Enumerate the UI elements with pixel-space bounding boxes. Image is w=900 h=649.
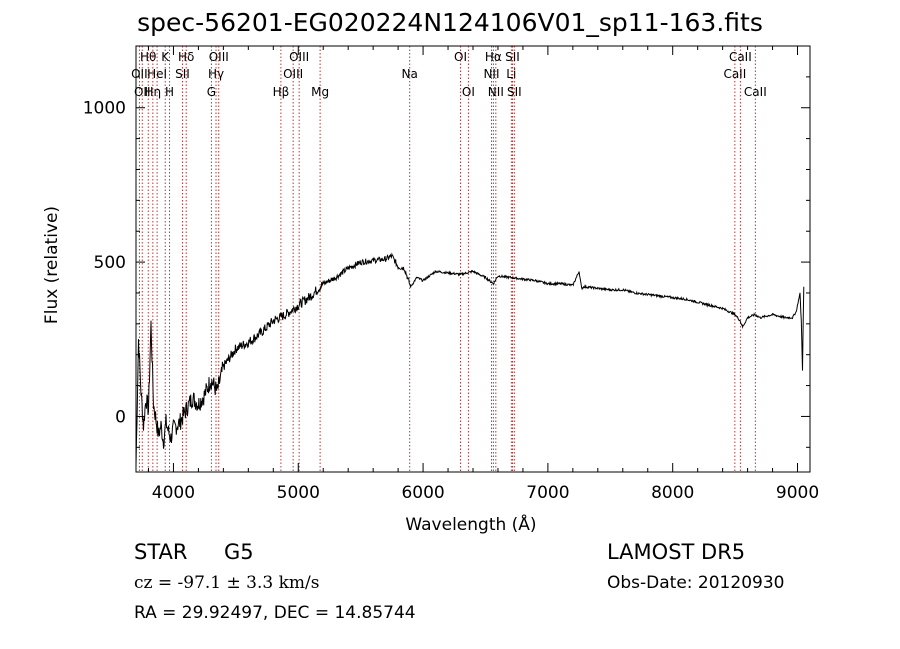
- line-label-10: Hγ: [208, 67, 224, 81]
- spectral-line-markers: [138, 46, 756, 472]
- plot-frame: [135, 45, 811, 473]
- y-tick-label: 500: [94, 253, 126, 273]
- line-label-16: Na: [402, 67, 418, 81]
- spectrum-line: [135, 252, 805, 467]
- line-label-17: OI: [454, 50, 467, 64]
- object-subclass: G5: [224, 540, 254, 564]
- line-label-22: Li: [506, 67, 516, 81]
- line-label-11: OIII: [209, 50, 229, 64]
- x-tick-label: 8000: [651, 483, 694, 503]
- x-axis-label: Wavelength (Å): [405, 513, 536, 535]
- line-label-23: SII: [505, 50, 520, 64]
- line-label-12: Hβ: [273, 85, 290, 99]
- x-tick-label: 6000: [401, 483, 444, 503]
- line-label-26: CaII: [729, 50, 752, 64]
- line-label-13: OIII: [283, 67, 303, 81]
- coordinates: RA = 29.92497, DEC = 14.85744: [134, 603, 416, 623]
- y-tick-label: 0: [115, 407, 126, 427]
- y-tick-label: 1000: [83, 99, 126, 119]
- line-label-8: Hδ: [178, 50, 194, 64]
- line-label-5: K: [161, 50, 170, 64]
- line-label-15: Mg: [311, 85, 329, 99]
- chart-title: spec-56201-EG020224N124106V01_sp11-163.f…: [137, 8, 763, 37]
- line-label-3: Hη: [145, 85, 162, 99]
- line-label-0: OII: [131, 67, 148, 81]
- line-label-9: G: [207, 85, 216, 99]
- line-label-24: SII: [507, 85, 522, 99]
- line-label-19: NII: [483, 67, 499, 81]
- line-label-18: OI: [462, 85, 475, 99]
- line-label-21: NII: [488, 85, 504, 99]
- line-label-14: OIII: [289, 50, 309, 64]
- x-tick-label: 7000: [526, 483, 569, 503]
- line-label-27: CaII: [744, 85, 767, 99]
- line-label-2: Hθ: [140, 50, 156, 64]
- line-label-25: CaII: [723, 67, 746, 81]
- spectrum-series: [135, 252, 805, 467]
- object-class: STAR: [134, 540, 188, 564]
- x-tick-label: 9000: [776, 483, 819, 503]
- obs-date: Obs-Date: 20120930: [607, 573, 785, 593]
- line-label-7: SII: [175, 67, 190, 81]
- line-label-1: OII: [134, 85, 151, 99]
- survey-name: LAMOST DR5: [607, 540, 746, 564]
- redshift-value: cz = -97.1 ± 3.3 km/s: [134, 573, 320, 593]
- line-label-4: HeI: [147, 67, 167, 81]
- axis-ticks: [136, 45, 810, 472]
- x-tick-label: 5000: [277, 483, 320, 503]
- line-label-6: H: [165, 85, 174, 99]
- x-tick-label: 4000: [152, 483, 195, 503]
- line-label-20: Hα: [485, 50, 502, 64]
- axis-tick-labels: 4000 5000 6000 7000 8000 9000 0 500 1000: [83, 99, 819, 503]
- y-axis-label: Flux (relative): [42, 206, 62, 324]
- spectral-line-labels: OIIOIIHθHηHeIKHSIIHδGHγOIIIHβOIIIOIIIMgN…: [131, 50, 767, 99]
